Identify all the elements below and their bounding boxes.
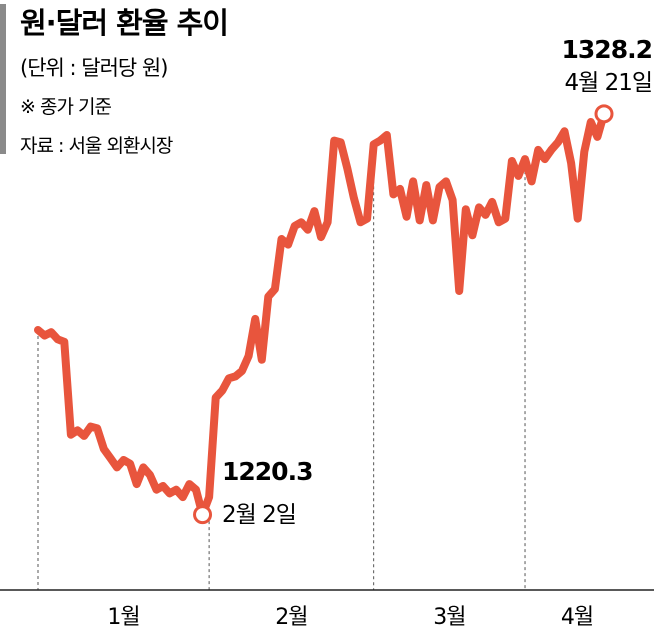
chart-title: 원·달러 환율 추이 [20,6,228,40]
unit-label: (단위 : 달러당 원) [20,56,167,80]
min-point-marker [193,505,213,525]
max-value-label: 1328.2 [562,35,652,64]
min-value-label: 1220.3 [222,457,312,486]
min-date-label: 2월 2일 [222,502,296,528]
x-tick-label: 3월 [433,605,465,630]
max-date-label: 4월 21일 [564,70,652,96]
rate-series-line [34,109,608,519]
x-axis-ticks: 1월 2월 3월 4월 [107,605,594,630]
max-point-marker [594,104,614,124]
x-tick-label: 1월 [107,605,139,630]
note-source: 자료 : 서울 외환시장 [20,135,173,157]
title-accent-bar [0,4,6,154]
x-tick-label: 2월 [275,605,307,630]
note-closing-basis: ※ 종가 기준 [20,96,111,118]
x-tick-label: 4월 [561,605,593,630]
